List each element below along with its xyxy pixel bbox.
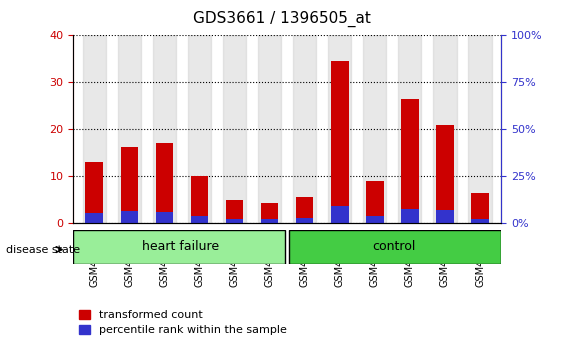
Bar: [261, 219, 278, 223]
Bar: [73, 230, 285, 264]
Bar: [401, 99, 419, 223]
Bar: [86, 213, 103, 223]
Bar: [261, 203, 278, 223]
Bar: [83, 35, 106, 223]
Bar: [153, 35, 176, 223]
Bar: [289, 230, 501, 264]
Bar: [120, 211, 138, 223]
Bar: [331, 61, 348, 223]
Bar: [120, 147, 138, 223]
Bar: [188, 35, 211, 223]
Bar: [226, 219, 243, 223]
Bar: [296, 218, 314, 223]
Bar: [118, 35, 141, 223]
Bar: [328, 35, 351, 223]
Bar: [434, 35, 457, 223]
Bar: [366, 216, 383, 223]
Text: heart failure: heart failure: [142, 240, 218, 253]
Bar: [296, 197, 314, 223]
Bar: [401, 209, 419, 223]
Bar: [86, 162, 103, 223]
Bar: [436, 125, 454, 223]
Bar: [258, 35, 281, 223]
Bar: [471, 219, 489, 223]
Bar: [293, 35, 316, 223]
Bar: [155, 212, 173, 223]
Bar: [155, 143, 173, 223]
Bar: [398, 35, 422, 223]
Text: GDS3661 / 1396505_at: GDS3661 / 1396505_at: [193, 11, 370, 27]
Bar: [366, 181, 383, 223]
Bar: [191, 216, 208, 223]
Bar: [436, 210, 454, 223]
Bar: [363, 35, 386, 223]
Text: disease state: disease state: [6, 245, 80, 255]
Bar: [191, 176, 208, 223]
Text: control: control: [372, 240, 416, 253]
Bar: [226, 200, 243, 223]
Bar: [471, 193, 489, 223]
Bar: [331, 206, 348, 223]
Bar: [223, 35, 246, 223]
Bar: [468, 35, 491, 223]
Legend: transformed count, percentile rank within the sample: transformed count, percentile rank withi…: [79, 310, 287, 335]
